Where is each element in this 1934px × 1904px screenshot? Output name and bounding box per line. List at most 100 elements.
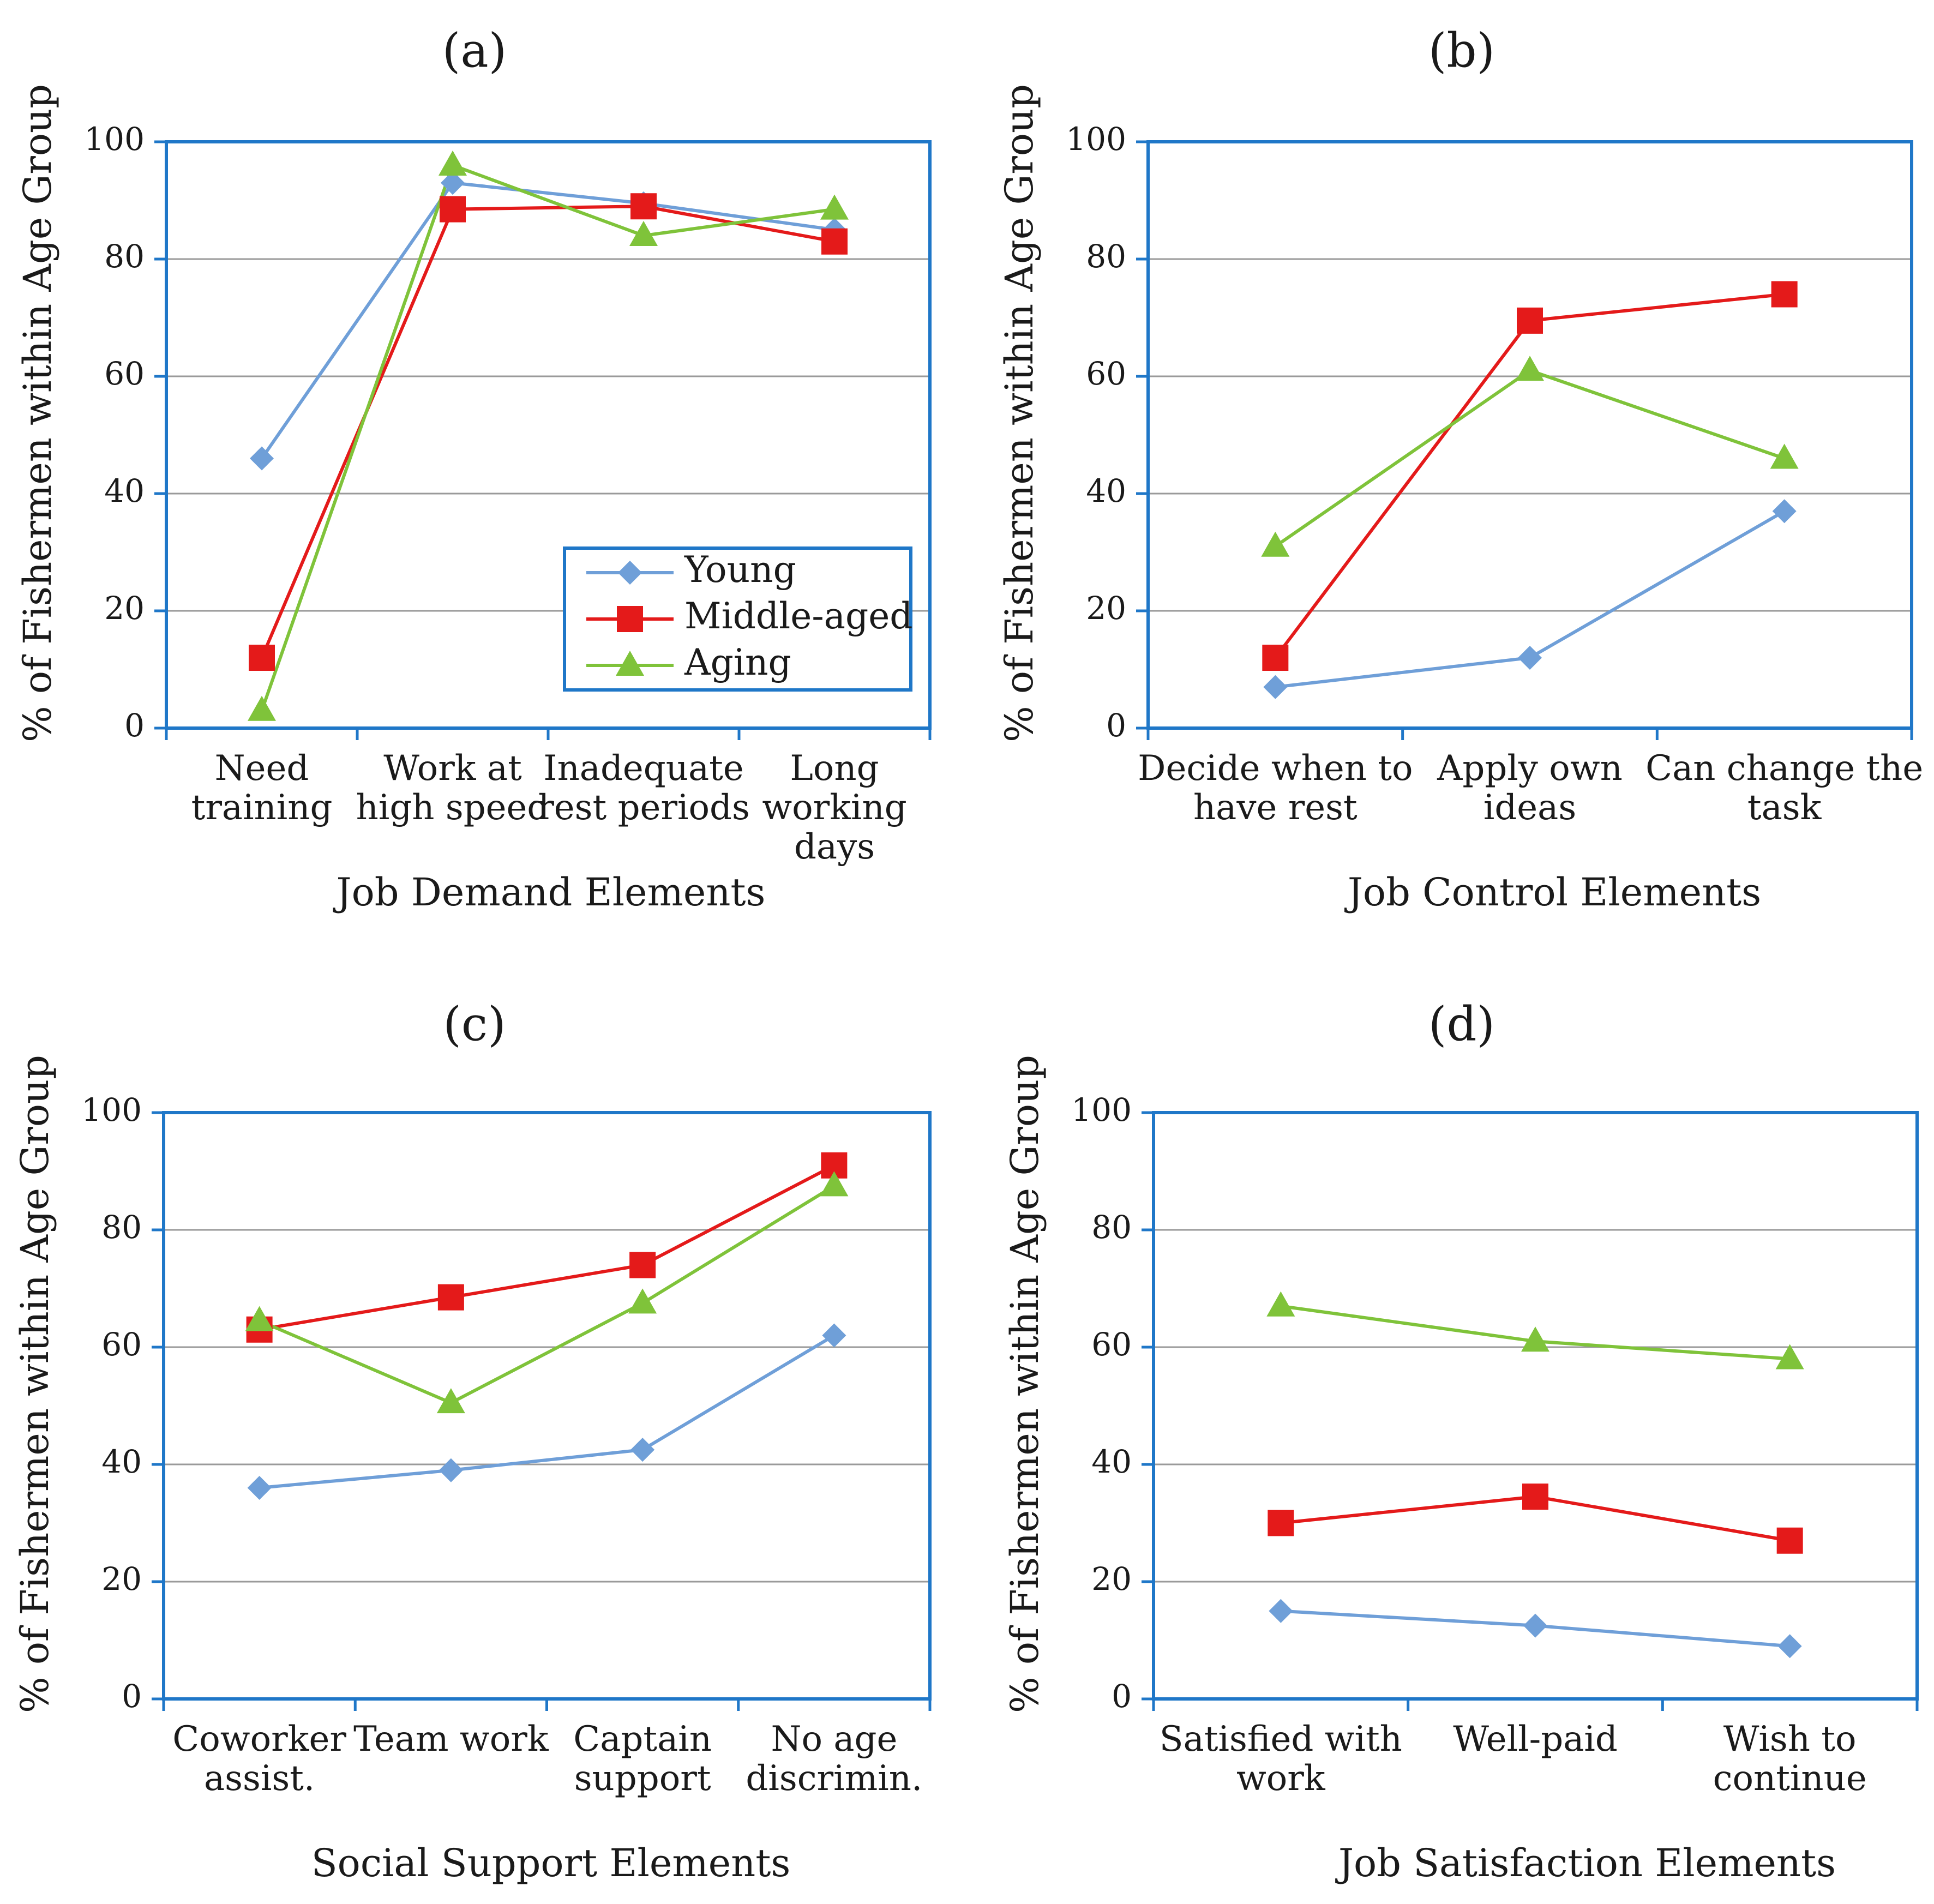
y-tick-label: 0	[124, 707, 145, 744]
data-point-aging	[1521, 1326, 1549, 1352]
data-point-young	[439, 1458, 463, 1482]
x-axis-title: Social Support Elements	[311, 1841, 791, 1885]
data-point-young	[1772, 499, 1797, 524]
panel-label: (b)	[1428, 24, 1495, 79]
legend-label-aging: Aging	[684, 641, 791, 683]
data-point-aging	[629, 221, 658, 246]
x-tick-label: Coworker assist.	[172, 1719, 346, 1799]
y-tick-label: 20	[104, 590, 145, 627]
data-point-young	[1269, 1599, 1293, 1623]
series-line-middle	[1274, 292, 1785, 659]
x-tick-label: Need training	[191, 748, 333, 828]
data-point-middle	[249, 645, 275, 671]
y-tick-label: 80	[104, 238, 145, 275]
legend-label-young: Young	[684, 549, 796, 591]
y-tick-label: 0	[1106, 707, 1126, 744]
data-point-young	[1523, 1613, 1547, 1638]
y-tick-label: 40	[1091, 1443, 1132, 1480]
data-point-young	[1777, 1634, 1802, 1659]
data-point-middle	[821, 228, 848, 255]
legend-label-middle: Middle-aged	[684, 595, 913, 637]
panel-label: (c)	[443, 998, 506, 1052]
data-point-aging	[1770, 443, 1799, 469]
data-point-middle	[1517, 307, 1543, 334]
series-line-middle	[259, 1164, 835, 1331]
data-point-young	[630, 1438, 655, 1462]
x-tick-label: Apply own ideas	[1437, 748, 1623, 828]
series-line-aging	[259, 1184, 835, 1405]
data-point-aging	[1261, 531, 1290, 557]
data-point-middle	[1776, 1527, 1803, 1554]
data-point-aging	[820, 194, 849, 220]
x-axis-title: Job Demand Elements	[333, 870, 766, 915]
data-point-aging	[820, 1171, 849, 1197]
y-tick-label: 20	[1091, 1560, 1132, 1597]
y-tick-label: 40	[1086, 472, 1126, 509]
data-point-young	[1518, 646, 1542, 670]
data-point-aging	[245, 1306, 274, 1331]
x-tick-label: Decide when to have rest	[1138, 748, 1413, 828]
y-tick-label: 100	[84, 121, 145, 158]
y-tick-label: 20	[101, 1560, 142, 1597]
data-point-middle	[440, 196, 466, 223]
y-axis-title: % of Fishermen within Age Group	[997, 84, 1042, 742]
plot-frame	[162, 1111, 932, 1701]
data-point-middle	[629, 1252, 656, 1278]
x-tick-label: Wish to continue	[1713, 1719, 1867, 1799]
data-point-middle	[1262, 645, 1289, 671]
data-point-aging	[1516, 356, 1544, 381]
y-tick-label: 0	[122, 1678, 142, 1715]
x-tick-label: Work at high speed	[356, 748, 550, 828]
data-point-middle	[437, 1284, 464, 1311]
y-tick-label: 100	[1066, 121, 1126, 158]
legend-marker-aging	[616, 651, 644, 676]
legend-marker-young	[618, 561, 642, 585]
chart-panel-4: (d) 0 20 40 60 80 100 Satisfied with work Well-pa…	[1002, 998, 1919, 1885]
data-point-young	[1263, 675, 1288, 699]
y-tick-label: 40	[101, 1443, 142, 1480]
x-tick-label: Captain support	[573, 1719, 712, 1799]
data-point-middle	[630, 193, 657, 220]
series-line-young	[259, 1334, 835, 1489]
y-axis-title: % of Fishermen within Age Group	[13, 1055, 57, 1713]
x-axis-title: Job Control Elements	[1344, 870, 1761, 915]
y-tick-label: 20	[1086, 590, 1126, 627]
x-tick-label: Can change the task	[1645, 748, 1923, 828]
data-point-young	[247, 1476, 272, 1500]
y-tick-label: 0	[1112, 1678, 1132, 1715]
series-line-aging	[260, 163, 835, 711]
data-point-middle	[1268, 1510, 1294, 1536]
y-tick-label: 40	[104, 472, 145, 509]
x-tick-label: Inadequate rest periods	[537, 748, 750, 828]
data-point-young	[441, 171, 465, 195]
x-tick-label: Satisfied with work	[1160, 1719, 1402, 1799]
y-tick-label: 100	[81, 1091, 142, 1128]
panel-label: (d)	[1428, 998, 1495, 1052]
y-tick-label: 60	[1086, 355, 1126, 392]
data-point-young	[250, 446, 274, 471]
series-line-young	[260, 181, 835, 460]
x-tick-label: Well-paid	[1453, 1719, 1618, 1759]
x-tick-label: Long working days	[762, 748, 906, 867]
data-point-aging	[439, 151, 467, 176]
y-tick-label: 80	[1091, 1209, 1132, 1246]
y-tick-label: 100	[1071, 1091, 1132, 1128]
data-point-aging	[248, 695, 276, 721]
data-point-aging	[628, 1288, 657, 1314]
y-tick-label: 80	[1086, 238, 1126, 275]
x-axis-title: Job Satisfaction Elements	[1335, 1841, 1836, 1885]
y-axis-title: % of Fishermen within Age Group	[15, 84, 60, 742]
data-point-aging	[436, 1388, 465, 1414]
y-tick-label: 60	[1091, 1326, 1132, 1363]
data-point-young	[822, 1323, 846, 1348]
data-point-aging	[1775, 1344, 1804, 1370]
data-point-aging	[1266, 1291, 1295, 1317]
y-tick-label: 60	[101, 1326, 142, 1363]
plot-frame	[1152, 1111, 1919, 1701]
x-tick-label: Team work	[353, 1719, 549, 1759]
data-point-middle	[1771, 281, 1798, 308]
chart-panel-3: (c) 0 20 40 60 80 100 Coworker assist.Team work C…	[13, 998, 932, 1885]
y-axis-title: % of Fishermen within Age Group	[1002, 1055, 1047, 1713]
x-tick-label: No age discrimin.	[746, 1719, 922, 1799]
